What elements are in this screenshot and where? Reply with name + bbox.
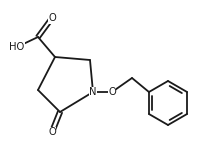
Text: O: O	[48, 127, 56, 137]
Text: O: O	[48, 13, 56, 23]
Text: N: N	[89, 87, 97, 97]
Text: O: O	[108, 87, 116, 97]
Text: HO: HO	[9, 42, 25, 52]
